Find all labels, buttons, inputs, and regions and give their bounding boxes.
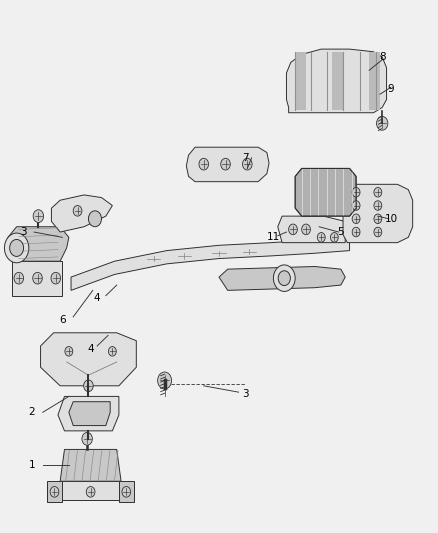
- Text: 6: 6: [59, 314, 66, 325]
- Polygon shape: [119, 481, 134, 503]
- Circle shape: [289, 224, 297, 235]
- Polygon shape: [186, 147, 269, 182]
- Polygon shape: [343, 184, 413, 243]
- Text: 2: 2: [28, 407, 35, 417]
- Polygon shape: [71, 237, 350, 290]
- Circle shape: [88, 211, 102, 227]
- Circle shape: [352, 227, 360, 237]
- Circle shape: [374, 188, 382, 197]
- Text: 11: 11: [267, 232, 280, 243]
- Text: 1: 1: [28, 461, 35, 470]
- Text: 10: 10: [385, 214, 397, 224]
- Polygon shape: [286, 49, 387, 113]
- Polygon shape: [8, 227, 69, 261]
- Polygon shape: [58, 397, 119, 431]
- Circle shape: [10, 239, 24, 256]
- Polygon shape: [219, 266, 345, 290]
- Circle shape: [318, 232, 325, 242]
- Polygon shape: [332, 52, 343, 110]
- Text: 7: 7: [242, 153, 248, 163]
- Circle shape: [109, 346, 116, 356]
- Circle shape: [374, 201, 382, 211]
- Circle shape: [374, 214, 382, 223]
- Polygon shape: [47, 481, 134, 500]
- Circle shape: [33, 272, 42, 284]
- Circle shape: [377, 116, 388, 130]
- Circle shape: [278, 271, 290, 286]
- Text: 9: 9: [388, 84, 394, 94]
- Polygon shape: [47, 481, 62, 503]
- Text: 5: 5: [338, 227, 344, 237]
- Circle shape: [50, 487, 59, 497]
- Circle shape: [82, 432, 92, 445]
- Circle shape: [352, 188, 360, 197]
- Polygon shape: [295, 168, 356, 216]
- Circle shape: [273, 265, 295, 292]
- Text: 3: 3: [20, 227, 26, 237]
- Circle shape: [33, 210, 44, 222]
- Polygon shape: [51, 195, 113, 232]
- Polygon shape: [69, 402, 110, 425]
- Circle shape: [302, 224, 311, 235]
- Polygon shape: [369, 52, 380, 110]
- Circle shape: [374, 227, 382, 237]
- Polygon shape: [12, 261, 62, 296]
- Text: 4: 4: [87, 344, 94, 354]
- Text: 3: 3: [242, 389, 248, 399]
- Text: 8: 8: [379, 52, 385, 62]
- Circle shape: [65, 346, 73, 356]
- Circle shape: [352, 214, 360, 223]
- Circle shape: [73, 206, 82, 216]
- Polygon shape: [41, 333, 136, 386]
- Circle shape: [199, 158, 208, 170]
- Text: 4: 4: [94, 293, 100, 303]
- Circle shape: [86, 487, 95, 497]
- Circle shape: [51, 272, 60, 284]
- Circle shape: [243, 158, 252, 170]
- Polygon shape: [60, 449, 121, 481]
- Circle shape: [352, 201, 360, 211]
- Circle shape: [330, 232, 338, 242]
- Circle shape: [122, 487, 131, 497]
- Circle shape: [4, 233, 29, 263]
- Circle shape: [84, 380, 93, 392]
- Circle shape: [14, 272, 24, 284]
- Polygon shape: [295, 52, 306, 110]
- Circle shape: [221, 158, 230, 170]
- Circle shape: [158, 372, 172, 389]
- Polygon shape: [278, 216, 345, 243]
